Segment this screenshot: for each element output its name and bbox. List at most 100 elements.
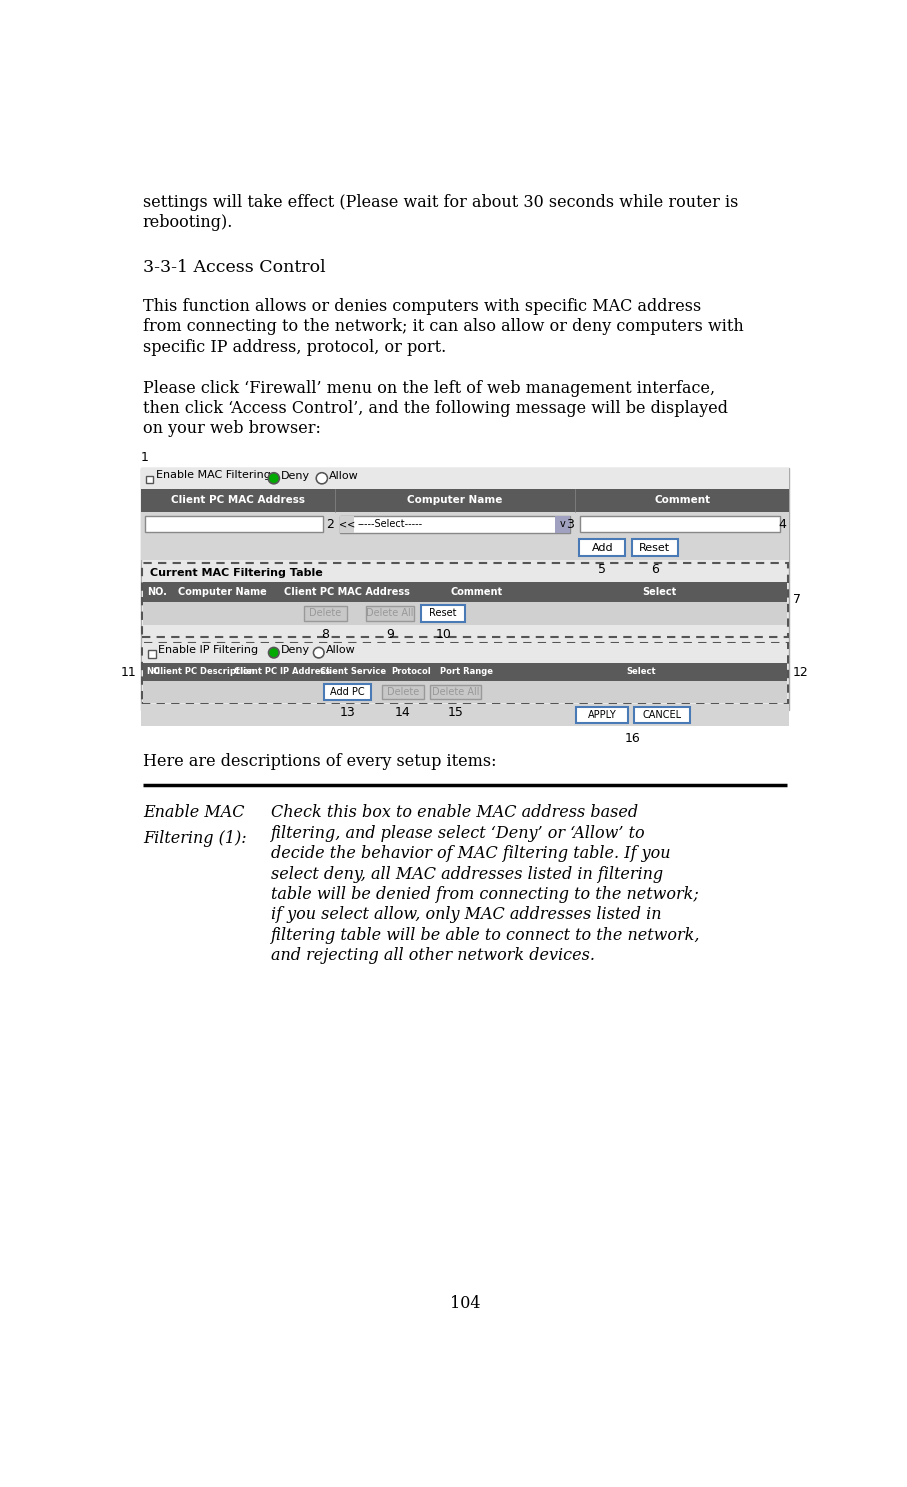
Text: Computer Name: Computer Name — [407, 495, 502, 506]
FancyBboxPatch shape — [579, 540, 626, 556]
Text: Current MAC Filtering Table: Current MAC Filtering Table — [150, 568, 323, 578]
Text: Client Service: Client Service — [320, 668, 385, 677]
Bar — [142, 642, 787, 663]
FancyBboxPatch shape — [421, 605, 465, 622]
Text: Enable MAC Filtering: Enable MAC Filtering — [156, 470, 270, 480]
Bar — [366, 605, 414, 622]
Text: 1: 1 — [141, 451, 149, 464]
Text: Enable MAC
Filtering (1):: Enable MAC Filtering (1): — [142, 804, 247, 848]
Circle shape — [318, 474, 326, 482]
Text: v: v — [560, 519, 566, 529]
Bar — [141, 512, 789, 537]
Bar — [141, 489, 789, 512]
Text: Select: Select — [627, 668, 656, 677]
Text: filtering table will be able to connect to the network,: filtering table will be able to connect … — [270, 926, 700, 944]
Bar — [580, 516, 780, 532]
Text: Delete: Delete — [309, 608, 341, 619]
Text: if you select allow, only MAC addresses listed in: if you select allow, only MAC addresses … — [270, 907, 661, 923]
Text: Reset: Reset — [429, 608, 457, 619]
Text: Check this box to enable MAC address based: Check this box to enable MAC address bas… — [270, 804, 638, 821]
Text: specific IP address, protocol, or port.: specific IP address, protocol, or port. — [142, 339, 446, 355]
Text: and rejecting all other network devices.: and rejecting all other network devices. — [270, 947, 595, 964]
Text: Comment: Comment — [451, 587, 502, 596]
Text: Protocol: Protocol — [391, 668, 431, 677]
Text: <<: << — [338, 519, 355, 529]
Text: 2: 2 — [326, 517, 334, 531]
Text: Allow: Allow — [329, 470, 359, 480]
Text: Delete All: Delete All — [432, 687, 479, 697]
Text: 10: 10 — [435, 628, 451, 641]
Text: This function allows or denies computers with specific MAC address: This function allows or denies computers… — [142, 297, 701, 315]
Bar — [145, 476, 153, 483]
Text: select deny, all MAC addresses listed in filtering: select deny, all MAC addresses listed in… — [270, 865, 663, 883]
Text: 4: 4 — [778, 517, 786, 531]
Text: 14: 14 — [395, 706, 411, 718]
Text: Delete All: Delete All — [366, 608, 414, 619]
Text: Client PC IP Address: Client PC IP Address — [234, 668, 330, 677]
Text: from connecting to the network; it can also allow or deny computers with: from connecting to the network; it can a… — [142, 318, 744, 335]
Text: CANCEL: CANCEL — [642, 711, 681, 720]
Text: rebooting).: rebooting). — [142, 214, 233, 232]
Bar — [304, 605, 346, 622]
FancyBboxPatch shape — [576, 708, 628, 723]
Text: Client PC MAC Address: Client PC MAC Address — [284, 587, 410, 596]
Bar — [141, 537, 789, 559]
Text: 7: 7 — [793, 593, 801, 607]
Text: Reset: Reset — [639, 543, 670, 553]
Text: Add PC: Add PC — [330, 687, 365, 697]
Text: 13: 13 — [339, 706, 356, 718]
Bar — [430, 686, 481, 699]
Text: 11: 11 — [121, 666, 137, 680]
Bar — [142, 581, 787, 602]
Text: on your web browser:: on your web browser: — [142, 421, 321, 437]
Bar — [141, 468, 789, 489]
Text: 12: 12 — [793, 666, 809, 680]
Bar — [340, 516, 571, 532]
Text: table will be denied from connecting to the network;: table will be denied from connecting to … — [270, 886, 698, 903]
Bar — [382, 686, 424, 699]
Text: 5: 5 — [599, 562, 606, 575]
Text: Computer Name: Computer Name — [179, 587, 267, 596]
Circle shape — [316, 650, 322, 656]
Text: Add: Add — [591, 543, 613, 553]
Text: 6: 6 — [651, 562, 658, 575]
Text: Please click ‘Firewall’ menu on the left of web management interface,: Please click ‘Firewall’ menu on the left… — [142, 379, 715, 397]
Text: 16: 16 — [625, 732, 640, 745]
Text: Client PC Description: Client PC Description — [154, 668, 255, 677]
Text: Enable IP Filtering: Enable IP Filtering — [158, 645, 258, 654]
Text: 15: 15 — [447, 706, 463, 718]
Text: APPLY: APPLY — [588, 711, 616, 720]
Text: Here are descriptions of every setup items:: Here are descriptions of every setup ite… — [142, 752, 496, 770]
Text: 3-3-1 Access Control: 3-3-1 Access Control — [142, 259, 326, 277]
Circle shape — [269, 648, 278, 657]
Text: Client PC MAC Address: Client PC MAC Address — [171, 495, 305, 506]
Text: filtering, and please select ‘Deny’ or ‘Allow’ to: filtering, and please select ‘Deny’ or ‘… — [270, 825, 645, 842]
Text: settings will take effect (Please wait for about 30 seconds while router is: settings will take effect (Please wait f… — [142, 193, 738, 211]
Bar — [145, 516, 323, 532]
Text: Deny: Deny — [281, 645, 310, 656]
Text: then click ‘Access Control’, and the following message will be displayed: then click ‘Access Control’, and the fol… — [142, 400, 727, 416]
Text: Comment: Comment — [654, 495, 710, 506]
Bar — [148, 650, 156, 657]
Text: NO.: NO. — [146, 668, 163, 677]
Bar — [142, 564, 787, 636]
Bar — [141, 468, 789, 711]
Bar — [142, 663, 787, 681]
Circle shape — [269, 474, 278, 483]
Text: Allow: Allow — [326, 645, 356, 656]
Text: 104: 104 — [450, 1295, 480, 1312]
Text: decide the behavior of MAC filtering table. If you: decide the behavior of MAC filtering tab… — [270, 845, 670, 862]
Bar — [142, 642, 787, 703]
Text: -----Select-----: -----Select----- — [357, 519, 423, 529]
Bar — [141, 705, 789, 726]
Bar — [340, 516, 354, 532]
Bar — [555, 516, 571, 532]
Text: 3: 3 — [566, 517, 573, 531]
Text: Deny: Deny — [281, 470, 310, 480]
FancyBboxPatch shape — [634, 708, 690, 723]
Text: Delete: Delete — [386, 687, 419, 697]
Bar — [142, 681, 787, 703]
Text: NO.: NO. — [148, 587, 168, 596]
Text: Select: Select — [643, 587, 677, 596]
Text: Port Range: Port Range — [440, 668, 493, 677]
